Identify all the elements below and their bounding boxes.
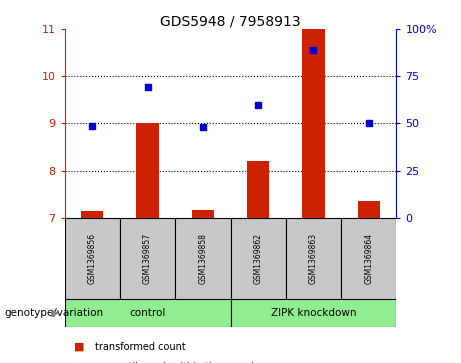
Text: GDS5948 / 7958913: GDS5948 / 7958913 <box>160 15 301 29</box>
Bar <box>358 201 380 218</box>
Text: GSM1369857: GSM1369857 <box>143 233 152 284</box>
Text: ■: ■ <box>74 342 84 352</box>
Text: ▶: ▶ <box>51 308 59 318</box>
Text: ■: ■ <box>74 362 84 363</box>
Text: GSM1369863: GSM1369863 <box>309 233 318 284</box>
Text: transformed count: transformed count <box>95 342 185 352</box>
Bar <box>192 210 214 218</box>
Text: GSM1369858: GSM1369858 <box>198 233 207 284</box>
Bar <box>230 218 286 299</box>
Text: GSM1369862: GSM1369862 <box>254 233 263 284</box>
Bar <box>341 218 396 299</box>
Bar <box>302 29 325 218</box>
Text: GSM1369864: GSM1369864 <box>364 233 373 284</box>
Text: genotype/variation: genotype/variation <box>5 308 104 318</box>
Bar <box>230 299 396 327</box>
Text: ZIPK knockdown: ZIPK knockdown <box>271 308 356 318</box>
Bar <box>120 218 175 299</box>
Bar <box>247 161 269 218</box>
Bar <box>286 218 341 299</box>
Bar <box>175 218 230 299</box>
Text: percentile rank within the sample: percentile rank within the sample <box>95 362 260 363</box>
Text: GSM1369856: GSM1369856 <box>88 233 97 284</box>
Bar <box>136 123 159 218</box>
Bar <box>81 211 103 218</box>
Bar <box>65 218 120 299</box>
Bar <box>65 299 230 327</box>
Text: control: control <box>130 308 165 318</box>
